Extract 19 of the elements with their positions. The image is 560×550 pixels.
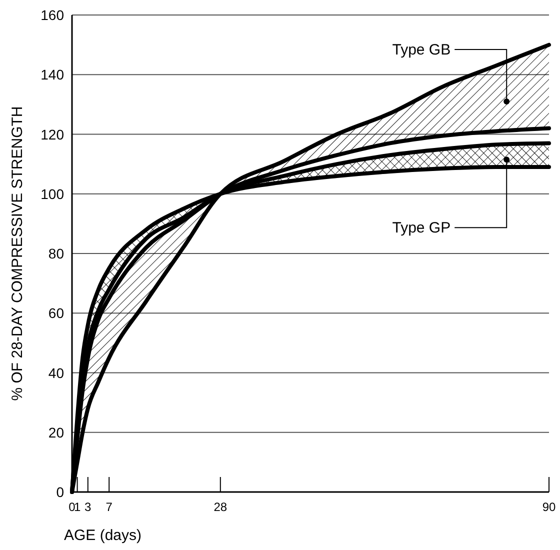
y-axis-title: % OF 28-DAY COMPRESSIVE STRENGTH bbox=[9, 106, 26, 401]
x-tick-label: 7 bbox=[106, 500, 113, 514]
y-tick-label: 100 bbox=[40, 186, 64, 202]
annotation: Type GB bbox=[392, 41, 451, 58]
y-tick-label: 20 bbox=[48, 424, 64, 440]
y-tick-label: 40 bbox=[48, 364, 64, 381]
y-tick-label: 60 bbox=[48, 305, 64, 322]
y-tick-label: 140 bbox=[40, 66, 64, 83]
y-tick-label: 0 bbox=[56, 484, 64, 500]
x-tick-label: 3 bbox=[84, 500, 92, 514]
x-tick-label: 1 bbox=[74, 500, 81, 514]
y-tick-label: 160 bbox=[40, 7, 64, 23]
y-tick-label: 120 bbox=[40, 126, 64, 142]
x-tick-label: 0 bbox=[68, 500, 76, 514]
annotation: Type GP bbox=[392, 220, 451, 237]
x-tick-label: 28 bbox=[214, 500, 228, 514]
x-tick-label: 90 bbox=[542, 500, 556, 514]
y-tick-label: 80 bbox=[48, 246, 64, 262]
x-axis-title: AGE (days) bbox=[64, 527, 142, 544]
